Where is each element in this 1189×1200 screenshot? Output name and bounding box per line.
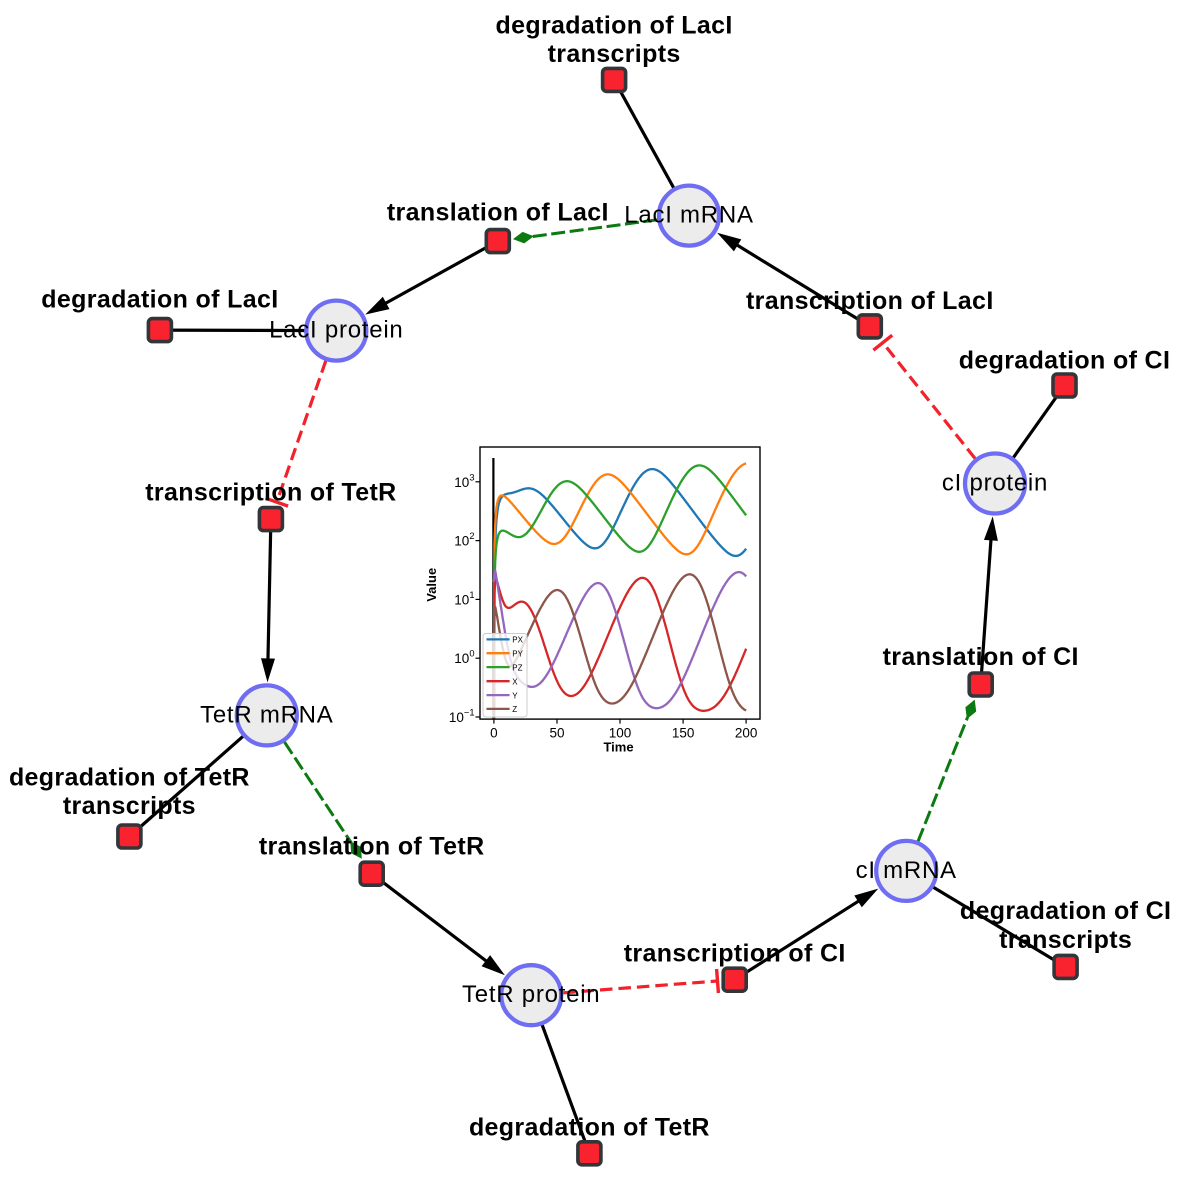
svg-text:Value: Value [424, 568, 439, 602]
svg-text:transcripts: transcripts [548, 40, 681, 68]
svg-text:LacI mRNA: LacI mRNA [624, 202, 753, 229]
svg-text:translation of LacI: translation of LacI [387, 199, 609, 227]
svg-text:cI mRNA: cI mRNA [856, 857, 957, 884]
svg-text:transcription of TetR: transcription of TetR [145, 479, 396, 507]
svg-text:degradation of TetR: degradation of TetR [469, 1114, 710, 1142]
svg-text:transcripts: transcripts [63, 792, 196, 820]
svg-text:Y: Y [512, 691, 518, 700]
svg-text:degradation of CI: degradation of CI [959, 347, 1171, 375]
svg-text:200: 200 [735, 725, 758, 740]
svg-text:150: 150 [672, 725, 695, 740]
svg-text:degradation of LacI: degradation of LacI [495, 12, 732, 40]
svg-text:TetR mRNA: TetR mRNA [200, 701, 333, 728]
svg-text:PY: PY [512, 649, 523, 658]
svg-text:transcription of LacI: transcription of LacI [746, 287, 994, 315]
svg-text:TetR protein: TetR protein [462, 981, 600, 1008]
svg-text:Time: Time [603, 740, 633, 755]
svg-text:degradation of TetR: degradation of TetR [9, 764, 250, 792]
svg-text:cI protein: cI protein [942, 470, 1048, 497]
svg-text:PX: PX [512, 636, 523, 645]
svg-text:degradation of LacI: degradation of LacI [41, 286, 278, 314]
svg-text:Z: Z [512, 705, 517, 714]
svg-text:transcription of CI: transcription of CI [624, 940, 846, 968]
svg-text:100: 100 [609, 725, 632, 740]
svg-text:degradation of CI: degradation of CI [960, 897, 1172, 925]
svg-text:LacI protein: LacI protein [269, 317, 403, 344]
svg-text:PZ: PZ [512, 663, 522, 672]
svg-text:translation of CI: translation of CI [883, 643, 1079, 671]
svg-text:translation of TetR: translation of TetR [259, 832, 485, 860]
svg-text:50: 50 [549, 725, 564, 740]
svg-text:0: 0 [490, 725, 498, 740]
svg-text:X: X [512, 677, 518, 686]
svg-text:transcripts: transcripts [999, 926, 1132, 954]
